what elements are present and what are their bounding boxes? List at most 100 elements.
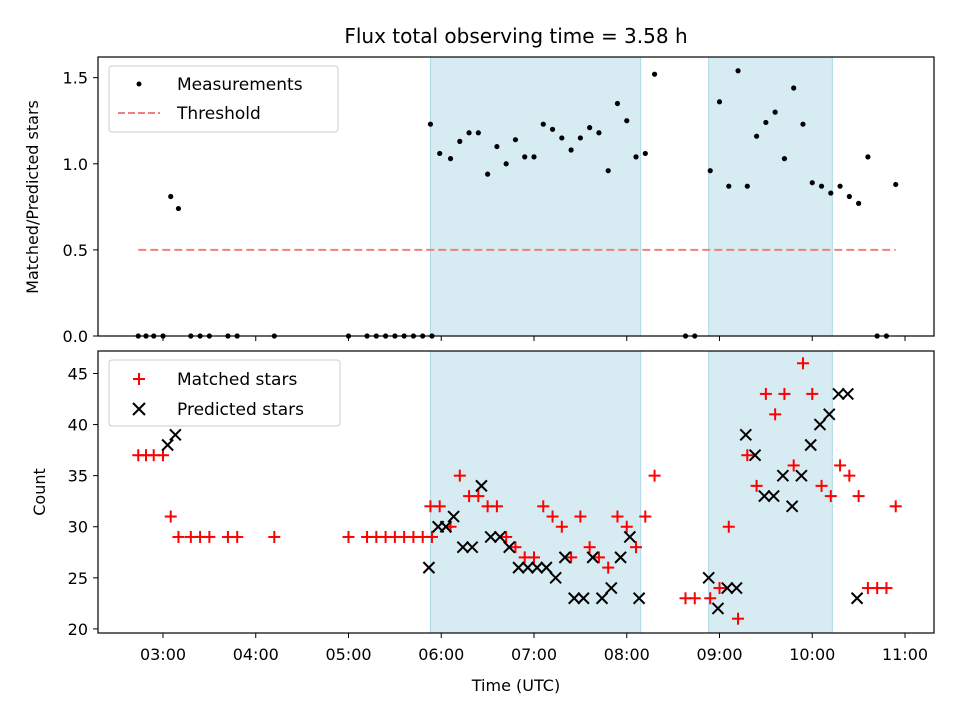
measurement-point (447, 156, 454, 162)
matched-point (824, 490, 837, 503)
measurement-point (846, 193, 852, 200)
measurement-point (457, 138, 463, 144)
measurement-point (437, 150, 443, 157)
matched-point (630, 541, 643, 554)
y-axis-label: Count (30, 468, 49, 516)
predicted-point (632, 592, 646, 605)
matched-point (769, 408, 782, 421)
x-tick-label: 08:00 (604, 645, 650, 664)
predicted-point (813, 418, 827, 431)
predicted-point (540, 561, 553, 574)
matched-point (648, 469, 661, 482)
measurement-point (828, 190, 834, 196)
measurement-point (633, 154, 639, 160)
predicted-point (558, 551, 572, 564)
measurement-point (707, 168, 713, 174)
legend-measurements-marker (136, 81, 142, 87)
matched-point (806, 387, 819, 400)
matched-point (453, 469, 466, 482)
matched-point (592, 551, 605, 564)
measurement-point (865, 154, 871, 160)
matched-point (157, 449, 169, 462)
matched-point (611, 510, 624, 523)
y-tick-label: 0.5 (63, 241, 88, 260)
x-axis-label: Time (UTC) (471, 676, 560, 695)
measurement-point (577, 135, 583, 141)
matched-point (268, 530, 281, 543)
predicted-point (841, 387, 855, 401)
y-tick-label: 25 (68, 569, 88, 588)
measurement-point (716, 99, 723, 105)
matched-point (164, 510, 177, 523)
matched-point (565, 551, 578, 564)
measurement-point (587, 125, 593, 131)
y-tick-label: 0.0 (63, 327, 88, 346)
predicted-point (465, 540, 479, 554)
measurement-point (856, 200, 862, 206)
matched-point (172, 530, 185, 543)
measurement-point (522, 154, 528, 160)
matched-point (342, 530, 355, 543)
matched-point (639, 510, 652, 523)
measurement-point (772, 109, 778, 115)
predicted-point (595, 592, 609, 605)
observing-window-0 (429, 56, 642, 337)
predicted-point (475, 479, 488, 493)
predicted-point (439, 520, 453, 533)
predicted-point (850, 592, 864, 605)
predicted-point (758, 489, 771, 503)
measurement-point (559, 135, 565, 141)
legend-predicted-label: Predicted stars (177, 400, 304, 420)
measurement-point (549, 126, 556, 132)
measurement-point (531, 154, 537, 160)
y-tick-label: 35 (68, 467, 88, 486)
matched-point (834, 459, 847, 472)
predicted-point (702, 571, 715, 585)
matched-point (741, 449, 754, 462)
predicted-point (567, 592, 581, 605)
predicted-point (586, 551, 599, 564)
predicted-point (776, 469, 790, 482)
x-tick-label: 09:00 (696, 645, 742, 664)
x-tick-label: 11:00 (882, 645, 928, 664)
y-tick-label: 1.0 (63, 155, 88, 174)
predicted-point (605, 581, 618, 595)
predicted-point (161, 438, 174, 452)
legend: Measurements Threshold (108, 65, 339, 133)
measurement-point (624, 118, 630, 124)
observing-windows (429, 350, 833, 634)
y-tick-label: 30 (68, 518, 88, 537)
predicted-point (549, 571, 562, 585)
chart-title: Flux total observing time = 3.58 h (344, 24, 687, 48)
matched-point (750, 479, 763, 492)
predicted-point (493, 530, 507, 544)
count-panel: 20 25 30 35 40 45 03:00 04:00 05:00 06:00 07:00 08… (30, 350, 935, 695)
matched-point (889, 500, 902, 513)
measurement-point (175, 205, 182, 212)
y-tick-label: 45 (68, 364, 88, 383)
plot-frame (97, 350, 935, 634)
matched-point (583, 541, 596, 554)
matched-point (528, 551, 540, 564)
x-tick-label: 04:00 (233, 645, 279, 664)
measurement-point (800, 121, 806, 127)
y-tick-label: 20 (68, 620, 88, 639)
matched-point (852, 490, 865, 503)
measurement-point (809, 180, 815, 186)
matched-point (796, 357, 809, 370)
matched-point (537, 500, 550, 513)
measurement-point (512, 137, 519, 143)
matched-point (472, 490, 485, 503)
predicted-point (730, 581, 743, 595)
measurement-point (427, 121, 434, 127)
x-axis-ticks (162, 336, 906, 341)
matched-point (425, 530, 438, 543)
measurement-point (735, 68, 741, 74)
measurement-point (503, 161, 509, 167)
matched-point (732, 612, 745, 625)
legend-measurements-label: Measurements (177, 75, 303, 95)
x-axis: 03:00 04:00 05:00 06:00 07:00 08:00 09:00 10:00… (140, 633, 928, 664)
measurement-point (596, 130, 602, 136)
measurement-point (651, 71, 658, 77)
